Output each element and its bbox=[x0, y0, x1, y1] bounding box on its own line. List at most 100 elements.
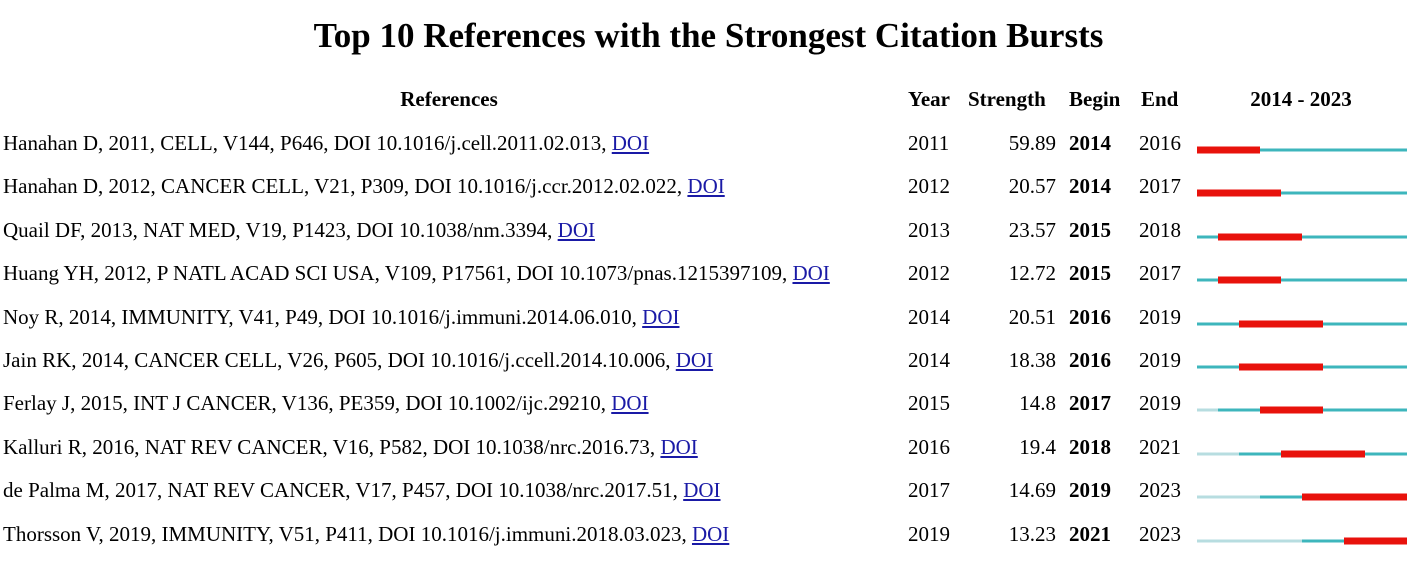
table-row: Jain RK, 2014, CANCER CELL, V26, P605, D… bbox=[0, 345, 1417, 388]
burst-timeline-svg bbox=[1197, 146, 1407, 154]
burst-timeline-svg bbox=[1197, 276, 1407, 284]
year-cell: 2019 bbox=[908, 521, 950, 546]
reference-cell: Hanahan D, 2011, CELL, V144, P646, DOI 1… bbox=[3, 128, 649, 158]
reference-cell: Ferlay J, 2015, INT J CANCER, V136, PE35… bbox=[3, 388, 649, 418]
pre-publication-segment bbox=[1197, 539, 1302, 543]
year-cell: 2012 bbox=[908, 261, 950, 286]
end-cell: 2016 bbox=[1139, 131, 1181, 155]
reference-cell: Hanahan D, 2012, CANCER CELL, V21, P309,… bbox=[3, 171, 725, 201]
burst-timeline-svg bbox=[1197, 363, 1407, 371]
table-row: Hanahan D, 2012, CANCER CELL, V21, P309,… bbox=[0, 171, 1417, 214]
end-cell: 2021 bbox=[1139, 434, 1181, 459]
burst-timeline bbox=[1197, 215, 1407, 245]
begin-cell: 2021 bbox=[1069, 521, 1111, 546]
burst-segment bbox=[1344, 537, 1407, 545]
year-cell: 2016 bbox=[908, 434, 950, 459]
column-header-references: References bbox=[400, 87, 498, 111]
table-row: Hanahan D, 2011, CELL, V144, P646, DOI 1… bbox=[0, 128, 1417, 171]
burst-timeline bbox=[1197, 388, 1407, 418]
table-row: Noy R, 2014, IMMUNITY, V41, P49, DOI 10.… bbox=[0, 302, 1417, 345]
chart-title: Top 10 References with the Strongest Cit… bbox=[313, 16, 1104, 55]
year-cell: 2013 bbox=[908, 217, 950, 242]
doi-link[interactable]: DOI bbox=[611, 131, 650, 155]
year-cell: 2014 bbox=[908, 348, 950, 372]
reference-text: Kalluri R, 2016, NAT REV CANCER, V16, P5… bbox=[3, 434, 661, 459]
year-cell: 2017 bbox=[908, 478, 950, 503]
burst-segment bbox=[1218, 233, 1302, 241]
reference-cell: de Palma M, 2017, NAT REV CANCER, V17, P… bbox=[3, 475, 721, 505]
end-cell: 2017 bbox=[1139, 261, 1181, 286]
column-header-year-range: 2014 - 2023 bbox=[1250, 87, 1352, 111]
burst-segment bbox=[1260, 406, 1323, 414]
year-cell: 2015 bbox=[908, 391, 950, 416]
table-row: Kalluri R, 2016, NAT REV CANCER, V16, P5… bbox=[0, 432, 1417, 475]
active-period-segment bbox=[1197, 278, 1407, 282]
reference-cell: Noy R, 2014, IMMUNITY, V41, P49, DOI 10.… bbox=[3, 302, 680, 332]
burst-timeline bbox=[1197, 302, 1407, 332]
reference-text: Jain RK, 2014, CANCER CELL, V26, P605, D… bbox=[3, 348, 676, 372]
burst-timeline bbox=[1197, 475, 1407, 505]
burst-segment bbox=[1302, 493, 1407, 501]
strength-cell: 14.8 bbox=[1019, 391, 1056, 416]
end-cell: 2023 bbox=[1139, 521, 1181, 546]
begin-cell: 2015 bbox=[1069, 217, 1111, 242]
reference-text: Huang YH, 2012, P NATL ACAD SCI USA, V10… bbox=[3, 261, 793, 286]
burst-timeline bbox=[1197, 258, 1407, 288]
table-row: Quail DF, 2013, NAT MED, V19, P1423, DOI… bbox=[0, 215, 1417, 258]
table-row: Ferlay J, 2015, INT J CANCER, V136, PE35… bbox=[0, 388, 1417, 431]
reference-cell: Quail DF, 2013, NAT MED, V19, P1423, DOI… bbox=[3, 215, 595, 245]
strength-cell: 12.72 bbox=[1008, 261, 1056, 286]
active-period-segment bbox=[1197, 191, 1407, 195]
burst-timeline-svg bbox=[1197, 493, 1407, 501]
doi-link[interactable]: DOI bbox=[557, 217, 595, 242]
reference-text: Hanahan D, 2011, CELL, V144, P646, DOI 1… bbox=[3, 131, 612, 155]
burst-timeline-svg bbox=[1197, 320, 1407, 328]
doi-link[interactable]: DOI bbox=[687, 174, 725, 199]
begin-cell: 2016 bbox=[1069, 348, 1111, 372]
burst-timeline bbox=[1197, 432, 1407, 462]
end-cell: 2019 bbox=[1139, 348, 1181, 372]
table-row: de Palma M, 2017, NAT REV CANCER, V17, P… bbox=[0, 475, 1417, 518]
reference-cell: Jain RK, 2014, CANCER CELL, V26, P605, D… bbox=[3, 345, 713, 375]
table-row: Huang YH, 2012, P NATL ACAD SCI USA, V10… bbox=[0, 258, 1417, 301]
burst-timeline bbox=[1197, 519, 1407, 549]
burst-timeline-svg bbox=[1197, 233, 1407, 241]
doi-link[interactable]: DOI bbox=[675, 348, 714, 372]
table-row: Thorsson V, 2019, IMMUNITY, V51, P411, D… bbox=[0, 519, 1417, 562]
burst-segment bbox=[1239, 320, 1323, 328]
burst-segment bbox=[1239, 363, 1323, 371]
strength-cell: 18.38 bbox=[1008, 348, 1056, 372]
doi-link[interactable]: DOI bbox=[660, 434, 698, 459]
doi-link[interactable]: DOI bbox=[691, 521, 730, 546]
strength-cell: 20.51 bbox=[1008, 304, 1056, 329]
reference-text: Hanahan D, 2012, CANCER CELL, V21, P309,… bbox=[3, 174, 688, 199]
reference-cell: Huang YH, 2012, P NATL ACAD SCI USA, V10… bbox=[3, 258, 830, 288]
pre-publication-segment bbox=[1197, 495, 1260, 499]
column-header-end: End bbox=[1141, 87, 1179, 111]
begin-cell: 2014 bbox=[1069, 174, 1111, 199]
begin-cell: 2015 bbox=[1069, 261, 1111, 286]
burst-timeline-svg bbox=[1197, 537, 1407, 545]
reference-text: de Palma M, 2017, NAT REV CANCER, V17, P… bbox=[3, 478, 684, 503]
burst-timeline-svg bbox=[1197, 450, 1407, 458]
begin-cell: 2019 bbox=[1069, 478, 1111, 503]
begin-cell: 2017 bbox=[1069, 391, 1111, 416]
burst-timeline bbox=[1197, 128, 1407, 158]
pre-publication-segment bbox=[1197, 452, 1239, 456]
doi-link[interactable]: DOI bbox=[642, 304, 680, 329]
begin-cell: 2018 bbox=[1069, 434, 1111, 459]
doi-link[interactable]: DOI bbox=[683, 478, 721, 503]
reference-text: Thorsson V, 2019, IMMUNITY, V51, P411, D… bbox=[3, 521, 692, 546]
begin-cell: 2016 bbox=[1069, 304, 1111, 329]
doi-link[interactable]: DOI bbox=[792, 261, 830, 286]
end-cell: 2019 bbox=[1139, 391, 1181, 416]
doi-link[interactable]: DOI bbox=[611, 391, 649, 416]
year-cell: 2012 bbox=[908, 174, 950, 199]
burst-segment bbox=[1197, 189, 1281, 197]
strength-cell: 19.4 bbox=[1019, 434, 1056, 459]
burst-segment bbox=[1218, 276, 1281, 284]
end-cell: 2023 bbox=[1139, 478, 1181, 503]
burst-segment bbox=[1281, 450, 1365, 458]
strength-cell: 13.23 bbox=[1008, 521, 1056, 546]
burst-timeline-svg bbox=[1197, 406, 1407, 414]
